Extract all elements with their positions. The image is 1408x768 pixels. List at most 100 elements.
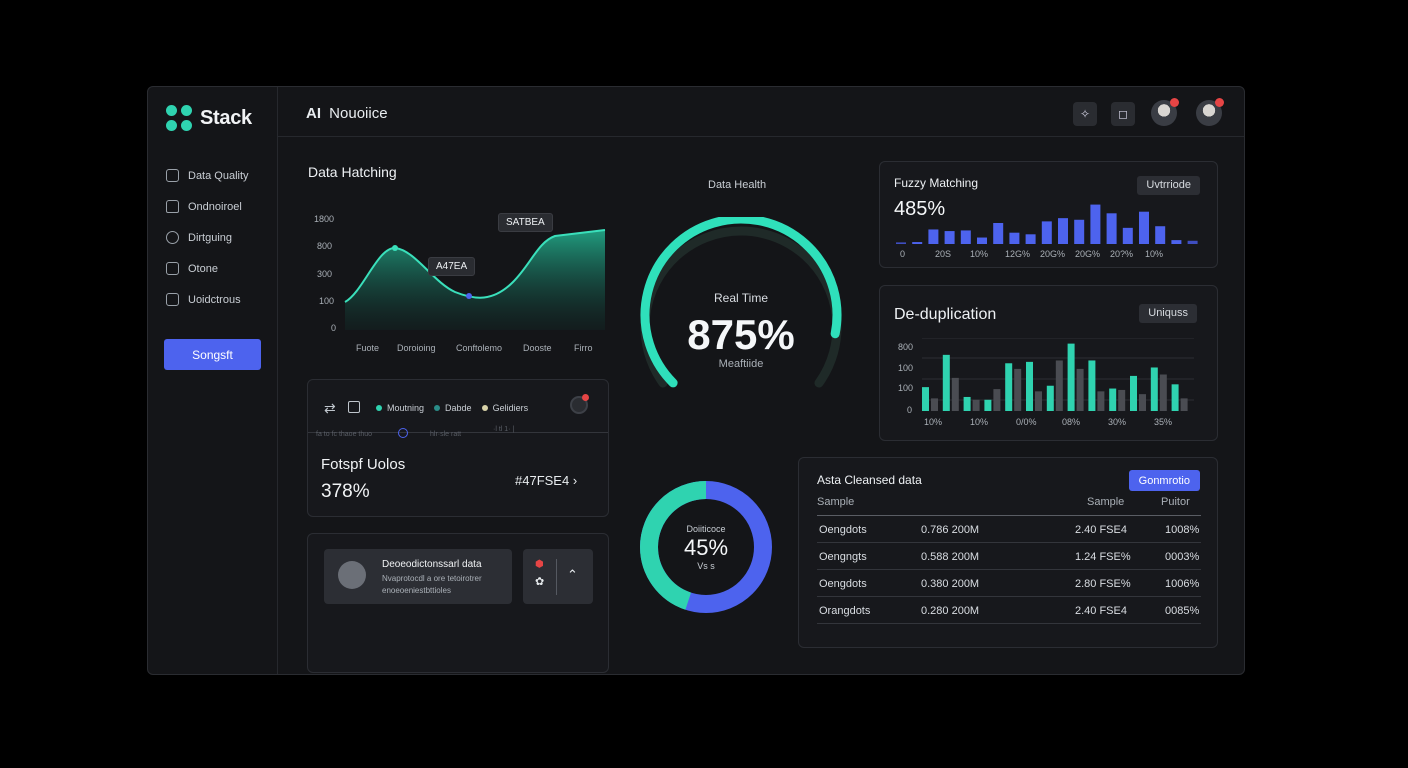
notice-card[interactable]: Deoeodictonssarl data Nvaprotocdl a ore … bbox=[324, 549, 512, 604]
dedup-bar-secondary bbox=[1035, 391, 1042, 411]
x-tick: 35% bbox=[1154, 417, 1173, 427]
table-row[interactable]: Oengdots 0.786 200M 2.40 FSE4 1008% bbox=[817, 516, 1201, 543]
y-tick: 100 bbox=[898, 383, 914, 393]
dedup-bar-secondary bbox=[1118, 389, 1126, 411]
fuzzy-bar bbox=[896, 242, 906, 244]
grid-icon bbox=[166, 262, 179, 275]
x-tick: Conftolemo bbox=[456, 343, 503, 353]
column-header[interactable]: Sample bbox=[817, 496, 855, 508]
dedup-bar-primary bbox=[922, 387, 929, 411]
x-tick: 12G% bbox=[1005, 249, 1031, 259]
sidebar-item-label: Ondnoiroel bbox=[188, 200, 242, 213]
dedup-bar-primary bbox=[1005, 363, 1013, 411]
fuzzy-badge[interactable]: Uvtrriode bbox=[1137, 176, 1200, 195]
x-tick: Doroioing bbox=[397, 343, 436, 353]
logo-icon bbox=[166, 105, 192, 131]
x-tick: 10% bbox=[924, 417, 943, 427]
sidebar-item-label: Uoidctrous bbox=[188, 293, 241, 306]
dedup-bar-primary bbox=[1046, 385, 1054, 411]
y-tick: 0 bbox=[331, 323, 337, 333]
y-tick: 800 bbox=[317, 241, 333, 251]
fuzzy-bar bbox=[1090, 204, 1101, 244]
donut-value: 45% bbox=[683, 535, 729, 560]
x-tick: 0 bbox=[900, 249, 906, 259]
fuzzy-bar bbox=[977, 237, 987, 244]
dedup-bar-secondary bbox=[1014, 368, 1022, 411]
sidebar-item-uoidctrous[interactable]: Uoidctrous bbox=[166, 284, 249, 315]
sparkle-button[interactable]: ✧ bbox=[1073, 102, 1097, 126]
gauge-fill bbox=[640, 217, 842, 388]
calendar-icon[interactable] bbox=[348, 401, 360, 413]
dedup-bar-primary bbox=[1150, 367, 1158, 411]
dedup-bar-primary bbox=[1088, 360, 1096, 411]
legend-item: Gelidiers bbox=[481, 403, 528, 413]
chart-tooltip: SATBEA bbox=[498, 213, 553, 232]
fuzzy-bar bbox=[1155, 226, 1166, 244]
fuzzy-bar bbox=[1171, 240, 1182, 244]
bell-icon: ◻ bbox=[1118, 107, 1128, 121]
gear-icon[interactable]: ✿ bbox=[535, 576, 545, 588]
x-tick: 30% bbox=[1108, 417, 1127, 427]
dedup-bar-primary bbox=[942, 354, 950, 411]
dedup-badge[interactable]: Uniquss bbox=[1139, 304, 1197, 323]
x-tick: Dooste bbox=[523, 343, 552, 353]
notice-panel: Deoeodictonssarl data Nvaprotocdl a ore … bbox=[307, 533, 609, 673]
chart-point[interactable] bbox=[392, 245, 398, 251]
table-row[interactable]: Orangdots 0.280 200M 2.40 FSE4 0085% bbox=[817, 597, 1201, 624]
dedup-bar-chart bbox=[922, 338, 1194, 411]
x-tick: 10% bbox=[1145, 249, 1164, 259]
donut-caption: Doiiticoce bbox=[686, 524, 726, 534]
page-title-rest: Nouoiice bbox=[329, 105, 388, 122]
sidebar-item-data-quality[interactable]: Data Quality bbox=[166, 160, 249, 191]
arrow-up-icon[interactable]: ⌃ bbox=[567, 567, 578, 582]
fuzzy-bar bbox=[993, 223, 1004, 244]
record-button[interactable] bbox=[570, 394, 589, 414]
stat-value: 378% bbox=[321, 481, 370, 502]
y-tick: 800 bbox=[898, 342, 914, 352]
dedup-bar-primary bbox=[963, 396, 971, 411]
search-icon[interactable] bbox=[398, 428, 408, 438]
folder-icon bbox=[166, 293, 179, 306]
dedup-x-axis: 10% 10% 0/0% 08% 30% 35% bbox=[922, 417, 1194, 429]
x-tick: 08% bbox=[1062, 417, 1081, 427]
dedup-bar-secondary bbox=[1139, 394, 1146, 411]
dedup-bar-secondary bbox=[1159, 374, 1167, 411]
x-tick: Firro bbox=[574, 343, 593, 353]
chart-tooltip: A47EA bbox=[428, 257, 476, 276]
y-tick: 1800 bbox=[314, 214, 335, 224]
sidebar-item-ondnoiroel[interactable]: Ondnoiroel bbox=[166, 191, 249, 222]
chat-icon bbox=[166, 231, 179, 244]
column-header[interactable]: Sample bbox=[1087, 496, 1125, 508]
sidebar-item-dirtguing[interactable]: Dirtguing bbox=[166, 222, 249, 253]
health-caption: Meaftiide bbox=[718, 358, 764, 370]
x-tick: 10% bbox=[970, 417, 989, 427]
sidebar: Stack Data Quality Ondnoiroel Dirtguing … bbox=[148, 87, 278, 674]
alert-icon[interactable]: ⬢ bbox=[535, 559, 544, 570]
divider bbox=[308, 432, 608, 433]
sidebar-item-otone[interactable]: Otone bbox=[166, 253, 249, 284]
dedup-bar-secondary bbox=[931, 398, 938, 411]
app-logo[interactable]: Stack bbox=[166, 105, 252, 131]
notification-button[interactable]: ◻ bbox=[1111, 102, 1135, 126]
chart-point[interactable] bbox=[466, 293, 472, 299]
table-row[interactable]: Oengngts 0.588 200M 1.24 FSE% 0003% bbox=[817, 543, 1201, 570]
fuzzy-bar bbox=[1041, 221, 1052, 244]
notice-line: Nvaprotocdl a ore tetoirotrer bbox=[382, 574, 482, 583]
dedup-panel: De-duplication Uniquss 800 100 100 0 10%… bbox=[879, 285, 1218, 441]
user-avatar[interactable] bbox=[1151, 98, 1179, 126]
table-row[interactable]: Oengdots 0.380 200M 2.80 FSE% 1006% bbox=[817, 570, 1201, 597]
sidebar-cta-button[interactable]: Songsft bbox=[164, 339, 261, 370]
stat-code-link[interactable]: #47FSE4 › bbox=[515, 473, 578, 488]
sidebar-nav: Data Quality Ondnoiroel Dirtguing Otone … bbox=[166, 160, 249, 315]
legend-item: Moutning bbox=[376, 403, 424, 413]
user-icon bbox=[338, 561, 366, 589]
cleansed-action-button[interactable]: Gonmrotio bbox=[1128, 470, 1200, 491]
column-header[interactable]: Puitor bbox=[1161, 496, 1190, 508]
team-avatar[interactable] bbox=[1196, 98, 1224, 126]
dedup-bar-secondary bbox=[1097, 391, 1105, 411]
filter-icon[interactable]: ⇄ bbox=[324, 400, 336, 416]
header-divider bbox=[817, 515, 1201, 516]
x-tick: 20G% bbox=[1075, 249, 1101, 259]
fuzzy-value: 485% bbox=[894, 198, 946, 220]
y-tick: 300 bbox=[317, 269, 333, 279]
